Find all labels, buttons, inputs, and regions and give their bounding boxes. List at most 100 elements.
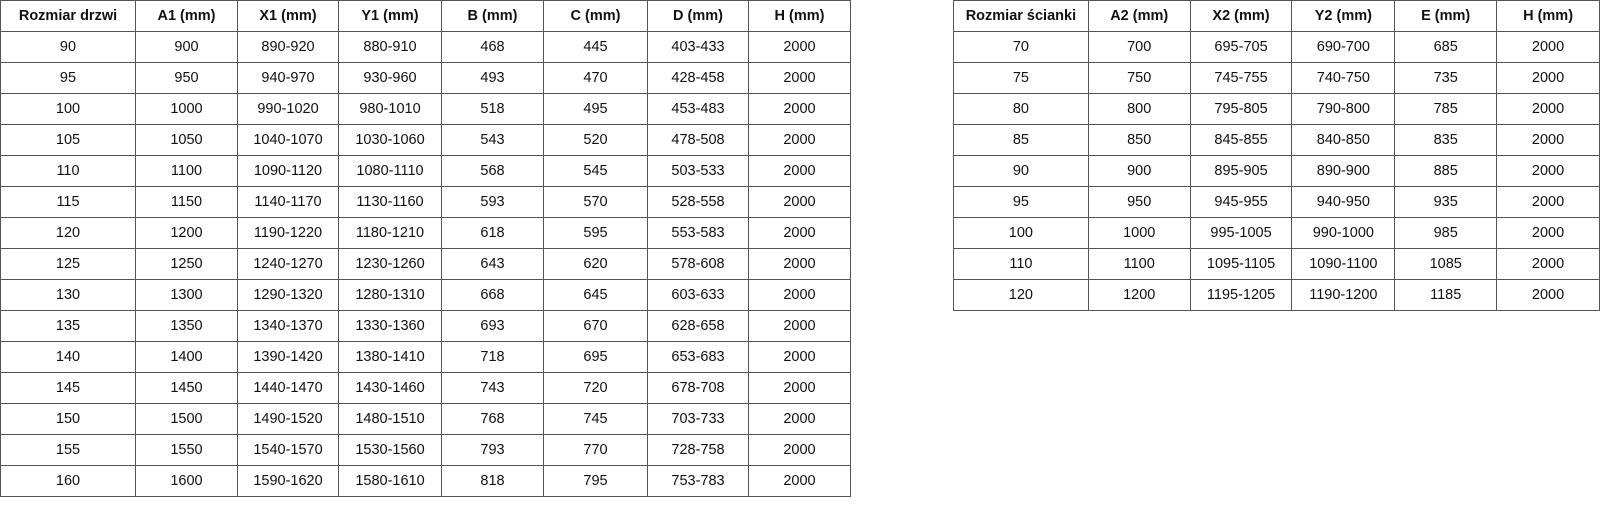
table-cell: 90	[953, 155, 1089, 187]
table-cell: 690-700	[1291, 31, 1396, 63]
table-cell: 1000	[135, 93, 238, 125]
table-cell: 2000	[748, 155, 851, 187]
table-cell: 900	[135, 31, 238, 63]
table-cell: 478-508	[647, 124, 749, 156]
table-cell: 1190-1200	[1291, 279, 1396, 311]
table-cell: 1050	[135, 124, 238, 156]
table-cell: 795	[543, 465, 648, 497]
column-header: A1 (mm)	[135, 0, 238, 32]
table-cell: 1085	[1394, 248, 1498, 280]
table-cell: 1540-1570	[237, 434, 339, 466]
table-cell: 950	[1087, 186, 1191, 218]
table-cell: 940-970	[237, 62, 339, 94]
column-header: C (mm)	[543, 0, 648, 32]
table-cell: 528-558	[647, 186, 749, 218]
table-row: 120 1200 1195-1205 1190-1200 1185 2000	[953, 279, 1600, 311]
table-row: 100 1000 995-1005 990-1000 985 2000	[953, 217, 1600, 249]
table-cell: 2000	[748, 403, 851, 435]
table-cell: 2000	[1496, 248, 1600, 280]
table-cell: 1400	[135, 341, 238, 373]
column-header: X1 (mm)	[237, 0, 339, 32]
table-cell: 1440-1470	[237, 372, 339, 404]
table-cell: 728-758	[647, 434, 749, 466]
table-cell: 2000	[748, 279, 851, 311]
table-cell: 1080-1110	[338, 155, 442, 187]
table-cell: 2000	[748, 434, 851, 466]
table-cell: 2000	[1496, 217, 1600, 249]
table-cell: 120	[0, 217, 136, 249]
header-row: Rozmiar ścianki A2 (mm) X2 (mm) Y2 (mm) E (m…	[953, 0, 1600, 32]
table-cell: 1240-1270	[237, 248, 339, 280]
table-cell: 990-1000	[1291, 217, 1396, 249]
table-cell: 653-683	[647, 341, 749, 373]
table-cell: 1100	[1087, 248, 1191, 280]
table-cell: 595	[543, 217, 648, 249]
table-cell: 840-850	[1291, 124, 1396, 156]
table-cell: 740-750	[1291, 62, 1396, 94]
column-header: A2 (mm)	[1087, 0, 1191, 32]
table-cell: 90	[0, 31, 136, 63]
table-cell: 890-920	[237, 31, 339, 63]
table-cell: 2000	[1496, 186, 1600, 218]
table-cell: 628-658	[647, 310, 749, 342]
column-header: Rozmiar drzwi	[0, 0, 136, 32]
table-cell: 115	[0, 186, 136, 218]
table-cell: 160	[0, 465, 136, 497]
table-cell: 1330-1360	[338, 310, 442, 342]
table-row: 130 1300 1290-1320 1280-1310 668 645 603-633 20…	[0, 279, 851, 311]
table-cell: 718	[441, 341, 544, 373]
table-cell: 2000	[748, 310, 851, 342]
table-cell: 945-955	[1189, 186, 1293, 218]
table-cell: 95	[0, 62, 136, 94]
table-cell: 520	[543, 124, 648, 156]
table-row: 75 750 745-755 740-750 735 2000	[953, 62, 1600, 94]
table-cell: 818	[441, 465, 544, 497]
table-cell: 1300	[135, 279, 238, 311]
table-cell: 1490-1520	[237, 403, 339, 435]
table-cell: 95	[953, 186, 1089, 218]
table-cell: 603-633	[647, 279, 749, 311]
table-cell: 1380-1410	[338, 341, 442, 373]
table-cell: 1130-1160	[338, 186, 442, 218]
column-header: D (mm)	[647, 0, 749, 32]
table-cell: 150	[0, 403, 136, 435]
table-cell: 140	[0, 341, 136, 373]
table-cell: 668	[441, 279, 544, 311]
table-cell: 835	[1394, 124, 1498, 156]
table-cell: 1190-1220	[237, 217, 339, 249]
table-cell: 2000	[748, 372, 851, 404]
table-cell: 800	[1087, 93, 1191, 125]
table-row: 95 950 940-970 930-960 493 470 428-458 2000	[0, 62, 851, 94]
table-cell: 1550	[135, 434, 238, 466]
table-row: 110 1100 1090-1120 1080-1110 568 545 503-533 20…	[0, 155, 851, 187]
table-cell: 568	[441, 155, 544, 187]
table-cell: 845-855	[1189, 124, 1293, 156]
table-cell: 428-458	[647, 62, 749, 94]
table-cell: 2000	[748, 248, 851, 280]
table-cell: 980-1010	[338, 93, 442, 125]
table-cell: 990-1020	[237, 93, 339, 125]
table-cell: 1250	[135, 248, 238, 280]
table-cell: 1500	[135, 403, 238, 435]
door-size-table: Rozmiar drzwi A1 (mm) X1 (mm) Y1 (mm) B (mm)…	[0, 0, 851, 497]
table-cell: 900	[1087, 155, 1191, 187]
table-cell: 2000	[748, 62, 851, 94]
column-header: H (mm)	[748, 0, 851, 32]
table-cell: 885	[1394, 155, 1498, 187]
table-cell: 593	[441, 186, 544, 218]
table-cell: 850	[1087, 124, 1191, 156]
table-cell: 645	[543, 279, 648, 311]
table-cell: 2000	[1496, 124, 1600, 156]
table-cell: 1095-1105	[1189, 248, 1293, 280]
table-cell: 618	[441, 217, 544, 249]
table-cell: 790-800	[1291, 93, 1396, 125]
table-cell: 1090-1120	[237, 155, 339, 187]
table-cell: 670	[543, 310, 648, 342]
table-cell: 120	[953, 279, 1089, 311]
table-cell: 493	[441, 62, 544, 94]
table-cell: 2000	[1496, 31, 1600, 63]
column-header: B (mm)	[441, 0, 544, 32]
table-cell: 2000	[748, 217, 851, 249]
table-cell: 1230-1260	[338, 248, 442, 280]
table-cell: 620	[543, 248, 648, 280]
